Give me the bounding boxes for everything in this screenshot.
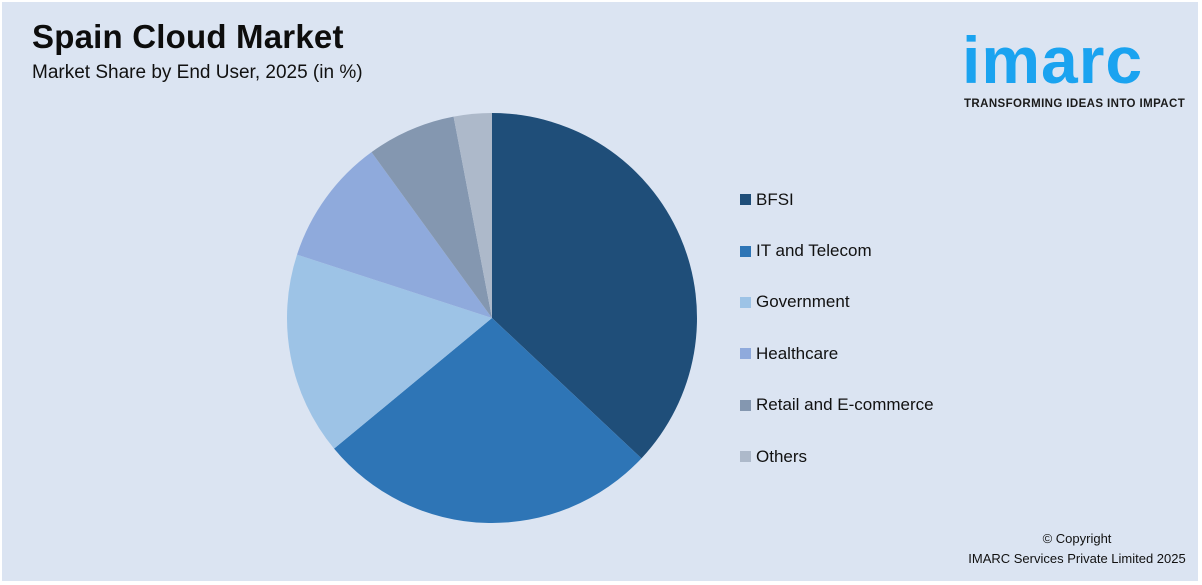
pie-slice-it-and-telecom xyxy=(334,318,642,523)
pie-slice-government xyxy=(287,254,492,449)
legend-item: IT and Telecom xyxy=(740,225,934,276)
legend-swatch-icon xyxy=(740,451,751,463)
legend-item: Healthcare xyxy=(740,328,934,379)
imarc-logo: imarc TRANSFORMING IDEAS INTO IMPACT xyxy=(960,14,1192,114)
legend-swatch-icon xyxy=(740,194,751,206)
legend-label: Government xyxy=(756,292,850,312)
legend-label: IT and Telecom xyxy=(756,241,872,261)
copyright-line: © Copyright xyxy=(1042,531,1112,546)
copyright-notice: © Copyright IMARC Services Private Limit… xyxy=(942,529,1198,569)
legend-label: Healthcare xyxy=(756,343,839,363)
pie-slice-others xyxy=(453,113,492,318)
chart-legend: BFSI IT and Telecom Government Healthcare Re… xyxy=(740,174,934,482)
legend-item: Government xyxy=(740,277,934,328)
legend-label: Retail and E-commerce xyxy=(756,395,934,415)
logo-wordmark: imarc xyxy=(962,23,1144,97)
legend-label: Others xyxy=(756,446,808,466)
legend-swatch-icon xyxy=(740,245,751,257)
legend-label: BFSI xyxy=(756,189,794,209)
pie-slice-bfsi xyxy=(492,113,697,459)
logo-tagline: TRANSFORMING IDEAS INTO IMPACT xyxy=(964,98,1186,110)
legend-item: Others xyxy=(740,431,934,482)
chart-subtitle: Market Share by End User, 2025 (in %) xyxy=(32,62,363,83)
pie-slice-healthcare xyxy=(297,152,492,318)
legend-item: Retail and E-commerce xyxy=(740,380,934,431)
pie-chart xyxy=(287,113,697,523)
copyright-company: IMARC Services Private Limited 2025 xyxy=(968,551,1186,566)
legend-swatch-icon xyxy=(740,348,751,360)
legend-item: BFSI xyxy=(740,174,934,225)
pie-slice-retail-and-e-commerce xyxy=(371,116,492,319)
legend-swatch-icon xyxy=(740,399,751,411)
legend-swatch-icon xyxy=(740,296,751,308)
chart-title: Spain Cloud Market xyxy=(32,18,344,55)
